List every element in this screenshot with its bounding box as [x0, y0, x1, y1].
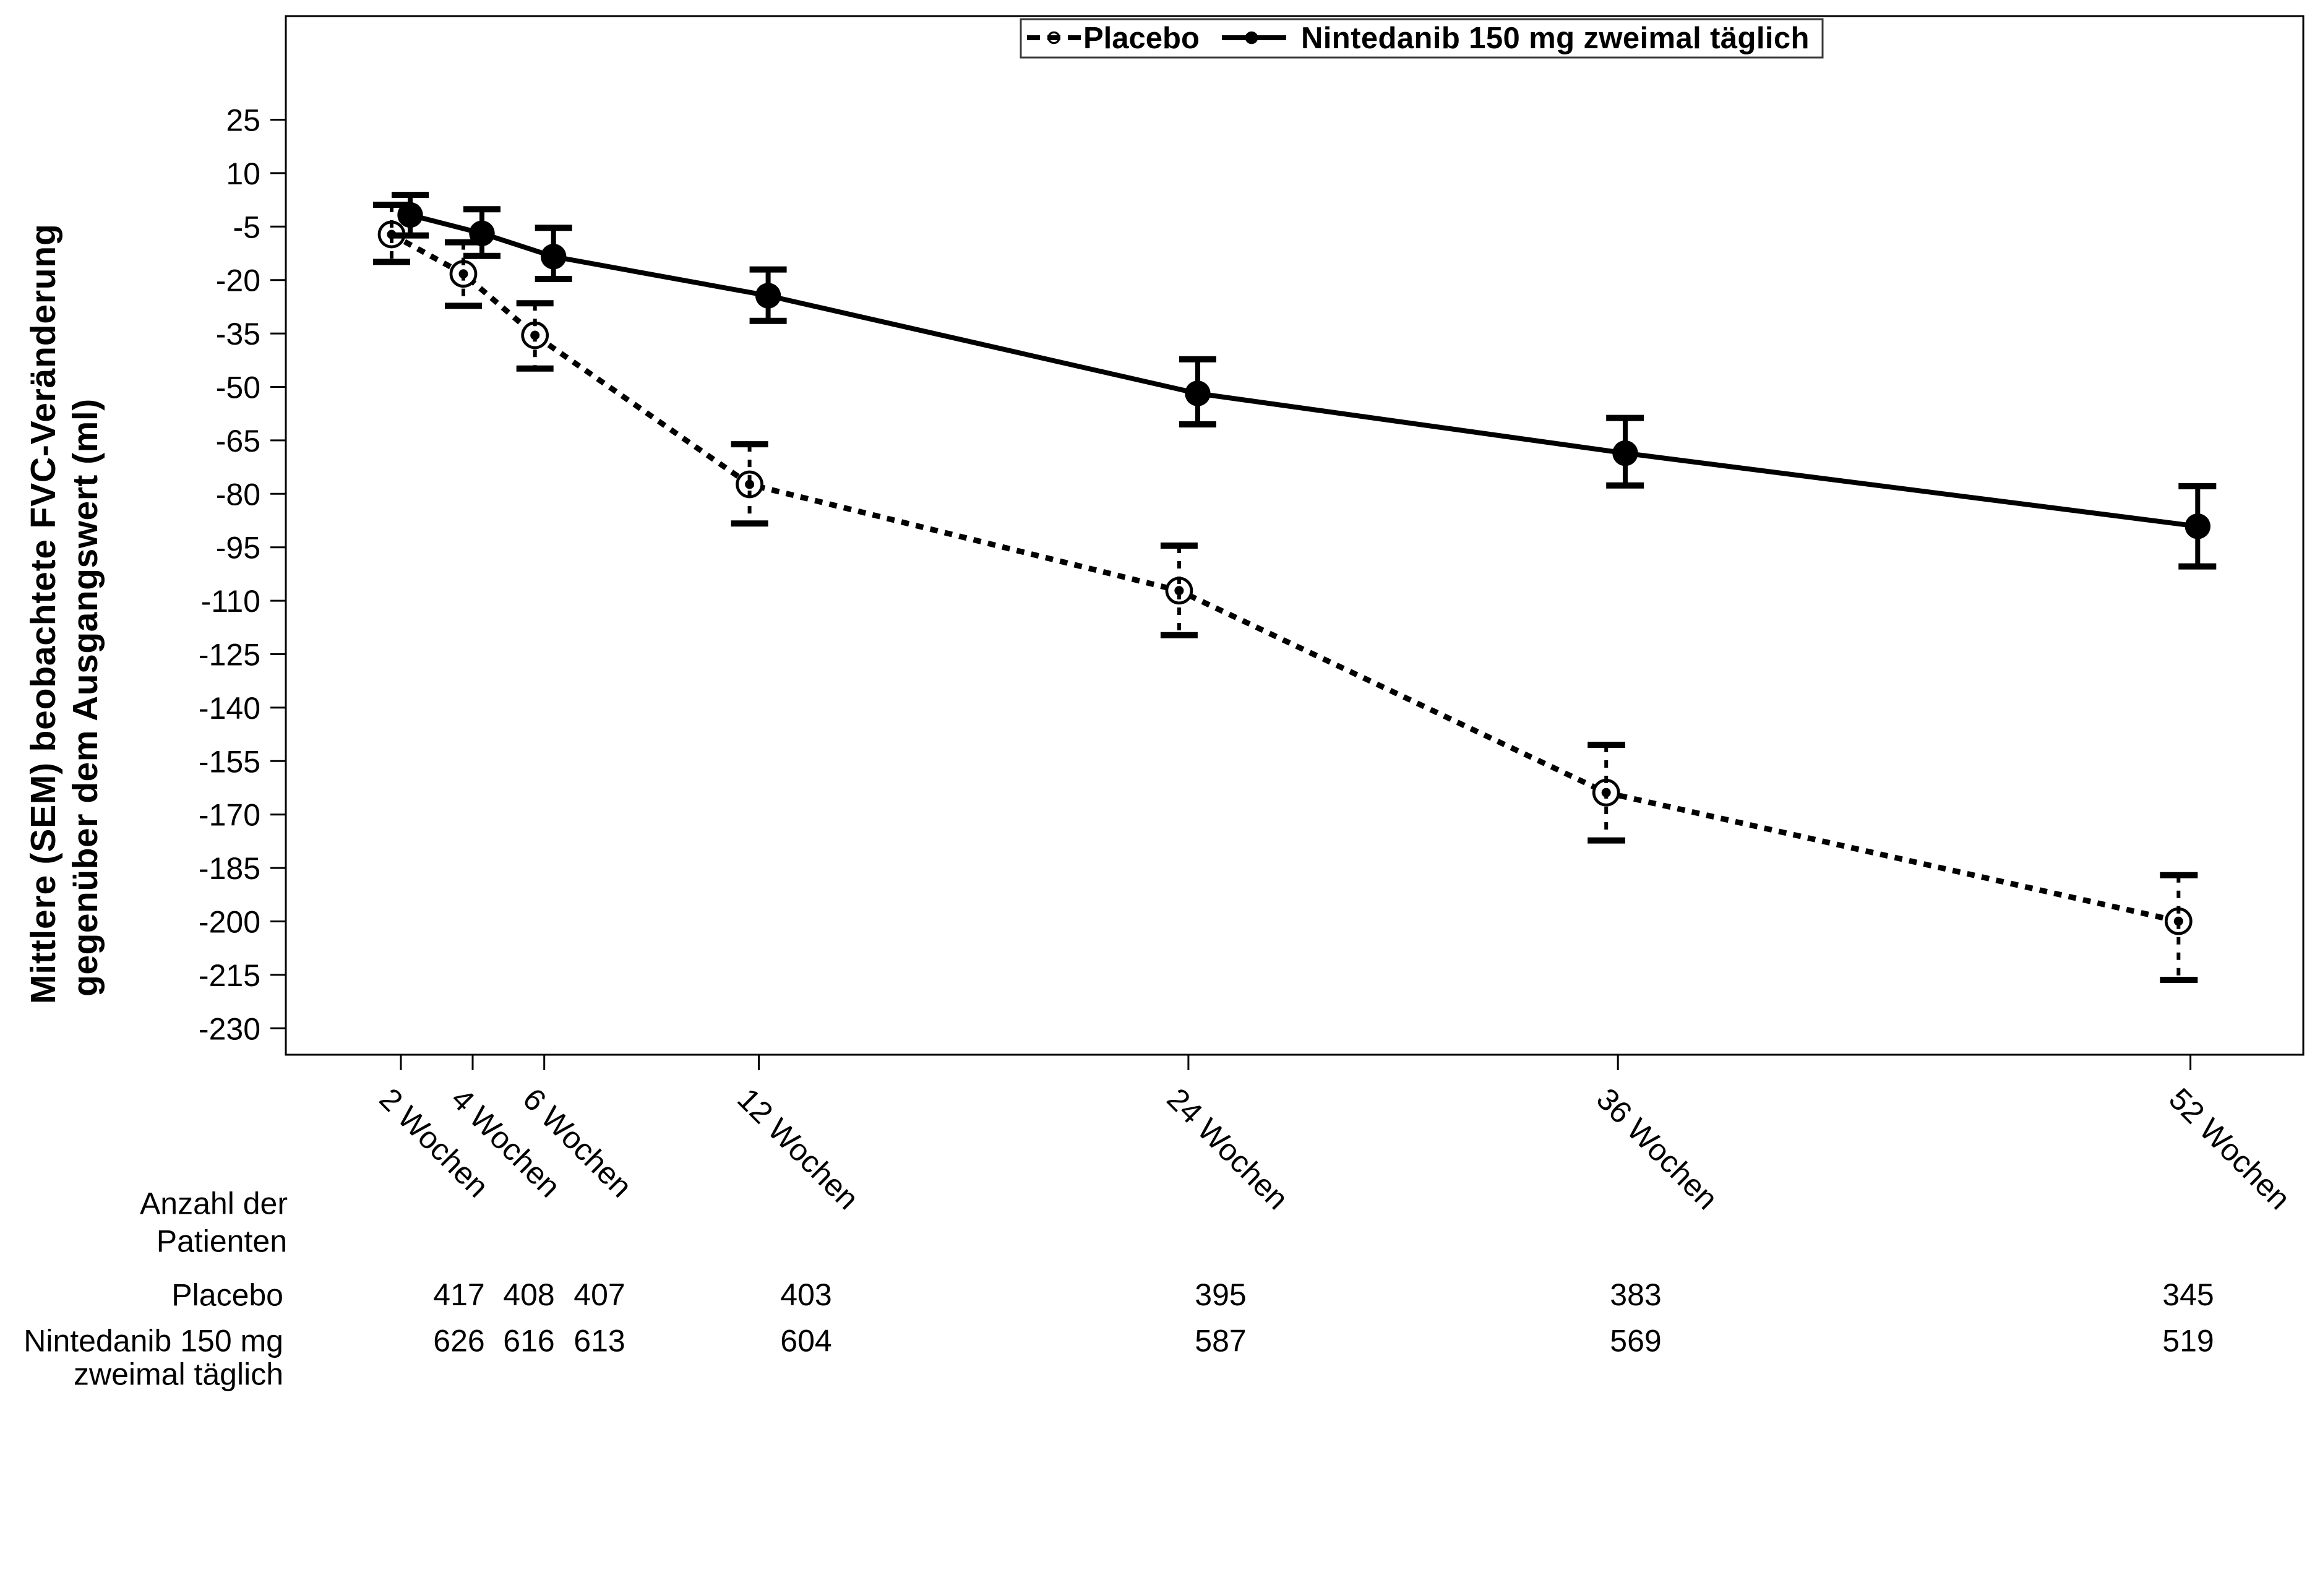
svg-text:395: 395	[1195, 1277, 1246, 1312]
svg-text:587: 587	[1195, 1324, 1246, 1358]
svg-text:-65: -65	[216, 424, 260, 458]
svg-text:Nintedanib 150 mg zweimal tägl: Nintedanib 150 mg zweimal täglich	[1301, 22, 1810, 55]
svg-text:-110: -110	[201, 584, 260, 619]
svg-text:604: 604	[780, 1324, 831, 1358]
svg-text:-200: -200	[199, 905, 260, 940]
svg-text:10: 10	[226, 157, 260, 191]
svg-text:-170: -170	[199, 798, 260, 833]
svg-text:Placebo: Placebo	[1083, 22, 1200, 55]
svg-text:-185: -185	[199, 851, 260, 886]
svg-text:25: 25	[226, 103, 260, 138]
svg-text:-80: -80	[216, 477, 260, 512]
svg-text:-125: -125	[199, 638, 260, 672]
svg-text:-20: -20	[216, 264, 260, 298]
svg-text:zweimal täglich: zweimal täglich	[74, 1357, 283, 1391]
svg-text:616: 616	[503, 1324, 554, 1358]
svg-text:408: 408	[503, 1277, 554, 1312]
svg-text:407: 407	[574, 1277, 625, 1312]
svg-text:Placebo: Placebo	[171, 1278, 283, 1313]
svg-text:Nintedanib 150 mg: Nintedanib 150 mg	[24, 1324, 283, 1358]
svg-text:-35: -35	[216, 317, 260, 351]
svg-text:345: 345	[2162, 1277, 2214, 1312]
svg-text:-95: -95	[216, 531, 260, 565]
svg-text:626: 626	[433, 1324, 484, 1358]
svg-text:417: 417	[433, 1277, 484, 1312]
svg-text:-230: -230	[199, 1011, 260, 1046]
svg-text:gegenüber dem Ausgangswert (ml: gegenüber dem Ausgangswert (ml)	[66, 398, 105, 997]
svg-text:-140: -140	[199, 691, 260, 726]
svg-text:-5: -5	[233, 210, 260, 244]
svg-text:-215: -215	[199, 958, 260, 993]
svg-text:Patienten: Patienten	[157, 1224, 287, 1258]
svg-text:613: 613	[574, 1324, 625, 1358]
svg-text:Mittlere (SEM) beobachtete FVC: Mittlere (SEM) beobachtete FVC-Veränderu…	[24, 223, 63, 1004]
svg-text:-155: -155	[199, 744, 260, 779]
svg-text:519: 519	[2162, 1324, 2214, 1358]
svg-text:569: 569	[1610, 1324, 1661, 1358]
svg-text:Anzahl der: Anzahl der	[140, 1186, 288, 1221]
svg-text:403: 403	[780, 1277, 831, 1312]
svg-text:-50: -50	[216, 371, 260, 405]
svg-text:383: 383	[1610, 1277, 1661, 1312]
